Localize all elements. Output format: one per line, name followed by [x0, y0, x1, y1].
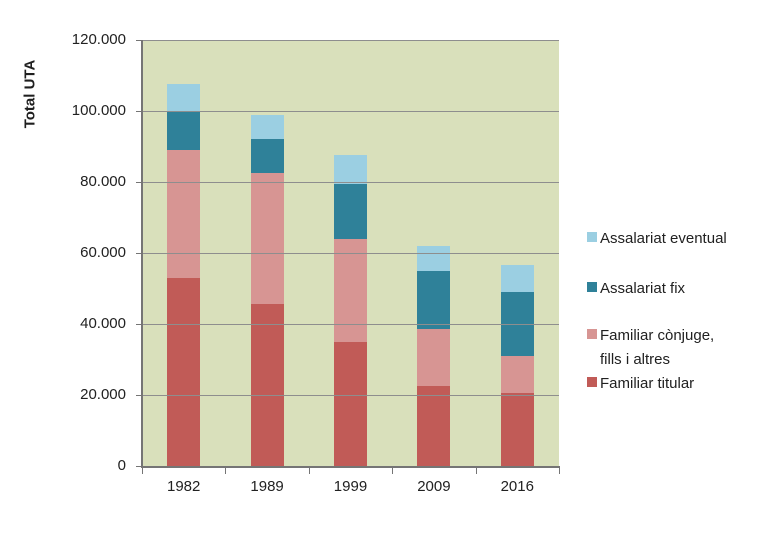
bar-segment-1999 [334, 238, 367, 342]
bar-segment-1982 [167, 111, 201, 151]
y-axis-line [141, 40, 143, 468]
gridline [142, 182, 559, 183]
gridline [142, 40, 559, 41]
legend-label: Familiar titular [600, 375, 695, 392]
bar-segment-2016 [500, 265, 534, 293]
legend-label: Assalariat eventual [600, 230, 727, 247]
y-tick [136, 253, 142, 254]
bar-segment-2009 [417, 270, 451, 330]
bar-segment-2016 [500, 393, 534, 466]
x-tick [309, 468, 310, 474]
bar-segment-1989 [250, 173, 284, 305]
y-tick-label: 60.000 [80, 244, 126, 261]
bar-segment-1999 [334, 155, 367, 184]
gridline [142, 111, 559, 112]
bar-segment-1982 [167, 150, 201, 278]
bar-segment-1999 [334, 341, 367, 466]
gridline [142, 395, 559, 396]
legend-item: Familiar cònjuge, fills i altres [587, 324, 767, 372]
y-tick [136, 324, 142, 325]
y-tick [136, 40, 142, 41]
gridline [142, 324, 559, 325]
legend-swatch-icon [587, 377, 597, 387]
bar-segment-1989 [250, 114, 284, 140]
y-tick [136, 395, 142, 396]
x-tick-label: 1989 [250, 478, 284, 495]
legend-label: Assalariat fix [600, 280, 686, 297]
bar-segment-1982 [167, 84, 201, 111]
legend-swatch-icon [587, 282, 597, 292]
y-tick-label: 80.000 [80, 173, 126, 190]
x-tick [225, 468, 226, 474]
x-axis-line [141, 466, 560, 468]
bar-segment-1982 [167, 277, 201, 466]
y-tick-label: 20.000 [80, 386, 126, 403]
bar-segment-2009 [417, 245, 451, 271]
x-tick-label: 2016 [500, 478, 534, 495]
legend-swatch-icon [587, 232, 597, 242]
y-tick [136, 182, 142, 183]
legend-label: Familiar cònjuge, fills i altres [600, 327, 715, 368]
x-tick [476, 468, 477, 474]
bar-segment-2016 [500, 355, 534, 394]
bar-segment-2016 [500, 292, 534, 356]
bar-segment-1989 [250, 139, 284, 174]
x-tick-label: 1999 [333, 478, 368, 495]
bar-segment-1999 [334, 183, 367, 239]
x-tick [392, 468, 393, 474]
legend-item: Familiar titular [587, 372, 767, 396]
legend-item: Assalariat fix [587, 277, 767, 301]
y-tick [136, 111, 142, 112]
x-tick-label: 2009 [417, 478, 451, 495]
legend-swatch-icon [587, 329, 597, 339]
x-tick-label: 1982 [167, 478, 201, 495]
y-tick-label: 0 [117, 457, 126, 474]
y-tick-label: 120.000 [71, 31, 126, 48]
y-tick-label: 40.000 [80, 315, 126, 332]
x-tick [142, 468, 143, 474]
y-tick-label: 100.000 [71, 102, 126, 119]
bar-segment-2009 [417, 329, 451, 387]
bar-segment-2009 [417, 386, 451, 466]
legend-item: Assalariat eventual [587, 227, 767, 251]
gridline [142, 253, 559, 254]
y-tick [136, 466, 142, 467]
x-tick [559, 468, 560, 474]
bar-segment-1989 [250, 304, 284, 466]
